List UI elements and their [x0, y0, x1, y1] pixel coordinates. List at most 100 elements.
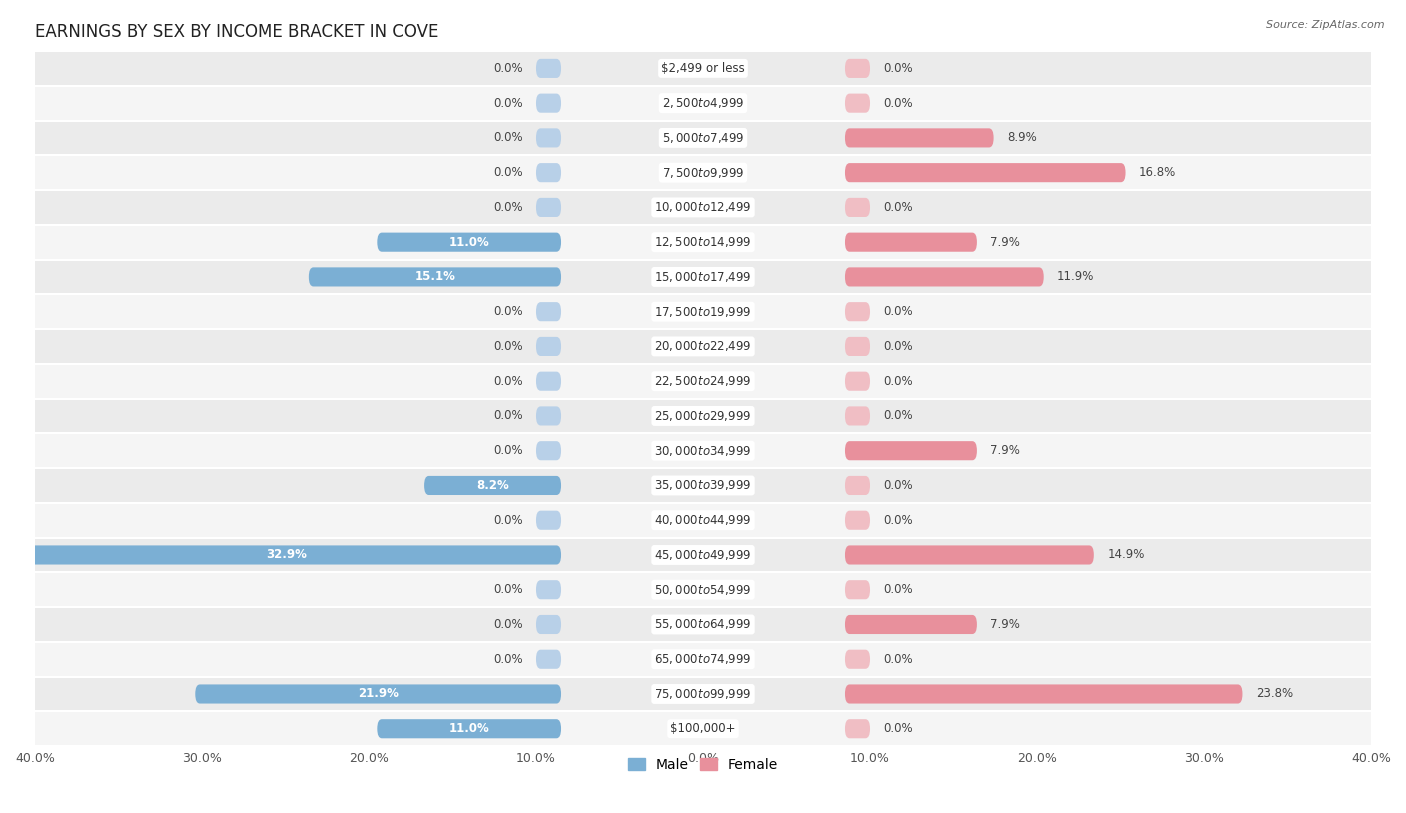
- Bar: [35, 120, 1371, 155]
- FancyBboxPatch shape: [845, 580, 870, 599]
- Text: $100,000+: $100,000+: [671, 722, 735, 735]
- FancyBboxPatch shape: [536, 615, 561, 634]
- FancyBboxPatch shape: [845, 650, 870, 669]
- Text: 0.0%: 0.0%: [494, 653, 523, 666]
- Text: 7.9%: 7.9%: [990, 236, 1021, 249]
- Text: $30,000 to $34,999: $30,000 to $34,999: [654, 444, 752, 458]
- FancyBboxPatch shape: [845, 685, 1243, 703]
- Text: $75,000 to $99,999: $75,000 to $99,999: [654, 687, 752, 701]
- Text: 7.9%: 7.9%: [990, 618, 1021, 631]
- Text: 0.0%: 0.0%: [883, 410, 912, 423]
- Bar: [35, 711, 1371, 746]
- Text: 0.0%: 0.0%: [494, 583, 523, 596]
- Text: $2,500 to $4,999: $2,500 to $4,999: [662, 96, 744, 110]
- FancyBboxPatch shape: [845, 476, 870, 495]
- Text: 0.0%: 0.0%: [883, 62, 912, 75]
- Text: $40,000 to $44,999: $40,000 to $44,999: [654, 513, 752, 527]
- Text: 0.0%: 0.0%: [494, 410, 523, 423]
- Bar: [35, 51, 1371, 86]
- Text: $50,000 to $54,999: $50,000 to $54,999: [654, 583, 752, 597]
- Bar: [35, 398, 1371, 433]
- Text: 0.0%: 0.0%: [883, 583, 912, 596]
- Text: 23.8%: 23.8%: [1256, 688, 1294, 701]
- Bar: [35, 294, 1371, 329]
- Text: 11.9%: 11.9%: [1057, 271, 1094, 284]
- Bar: [35, 86, 1371, 120]
- Bar: [35, 190, 1371, 225]
- Text: $7,500 to $9,999: $7,500 to $9,999: [662, 166, 744, 180]
- Text: $2,499 or less: $2,499 or less: [661, 62, 745, 75]
- Text: $22,500 to $24,999: $22,500 to $24,999: [654, 374, 752, 388]
- Text: 0.0%: 0.0%: [494, 132, 523, 145]
- FancyBboxPatch shape: [377, 233, 561, 252]
- Text: Source: ZipAtlas.com: Source: ZipAtlas.com: [1267, 20, 1385, 30]
- Text: 0.0%: 0.0%: [494, 375, 523, 388]
- Text: $65,000 to $74,999: $65,000 to $74,999: [654, 652, 752, 666]
- Bar: [35, 468, 1371, 502]
- Text: $5,000 to $7,499: $5,000 to $7,499: [662, 131, 744, 145]
- FancyBboxPatch shape: [536, 372, 561, 391]
- FancyBboxPatch shape: [11, 546, 561, 564]
- FancyBboxPatch shape: [536, 511, 561, 530]
- Bar: [35, 607, 1371, 641]
- Text: 0.0%: 0.0%: [494, 62, 523, 75]
- FancyBboxPatch shape: [845, 267, 1043, 286]
- Text: 0.0%: 0.0%: [494, 305, 523, 318]
- Text: 11.0%: 11.0%: [449, 722, 489, 735]
- Text: 0.0%: 0.0%: [494, 340, 523, 353]
- FancyBboxPatch shape: [536, 302, 561, 321]
- Text: EARNINGS BY SEX BY INCOME BRACKET IN COVE: EARNINGS BY SEX BY INCOME BRACKET IN COV…: [35, 23, 439, 41]
- Bar: [35, 641, 1371, 676]
- FancyBboxPatch shape: [536, 163, 561, 182]
- Bar: [35, 676, 1371, 711]
- Text: 21.9%: 21.9%: [357, 688, 398, 701]
- Bar: [35, 502, 1371, 537]
- FancyBboxPatch shape: [845, 59, 870, 78]
- Text: 8.9%: 8.9%: [1007, 132, 1036, 145]
- FancyBboxPatch shape: [536, 93, 561, 113]
- Bar: [35, 155, 1371, 190]
- FancyBboxPatch shape: [377, 720, 561, 738]
- FancyBboxPatch shape: [845, 233, 977, 252]
- Text: 0.0%: 0.0%: [883, 479, 912, 492]
- Text: 15.1%: 15.1%: [415, 271, 456, 284]
- Text: 0.0%: 0.0%: [494, 514, 523, 527]
- Text: 0.0%: 0.0%: [494, 97, 523, 110]
- FancyBboxPatch shape: [536, 128, 561, 147]
- Text: 0.0%: 0.0%: [494, 444, 523, 457]
- FancyBboxPatch shape: [536, 406, 561, 425]
- Text: 11.0%: 11.0%: [449, 236, 489, 249]
- Text: $45,000 to $49,999: $45,000 to $49,999: [654, 548, 752, 562]
- FancyBboxPatch shape: [845, 615, 977, 634]
- Text: 0.0%: 0.0%: [494, 201, 523, 214]
- Bar: [35, 363, 1371, 398]
- Text: $35,000 to $39,999: $35,000 to $39,999: [654, 479, 752, 493]
- Text: 0.0%: 0.0%: [494, 166, 523, 179]
- Bar: [35, 259, 1371, 294]
- Text: 0.0%: 0.0%: [883, 514, 912, 527]
- FancyBboxPatch shape: [425, 476, 561, 495]
- Text: $10,000 to $12,499: $10,000 to $12,499: [654, 201, 752, 215]
- Bar: [35, 433, 1371, 468]
- Bar: [35, 329, 1371, 363]
- FancyBboxPatch shape: [536, 441, 561, 460]
- Text: 14.9%: 14.9%: [1107, 549, 1144, 562]
- Bar: [35, 572, 1371, 607]
- FancyBboxPatch shape: [536, 650, 561, 669]
- FancyBboxPatch shape: [845, 546, 1094, 564]
- FancyBboxPatch shape: [845, 93, 870, 113]
- Text: $15,000 to $17,499: $15,000 to $17,499: [654, 270, 752, 284]
- Text: 0.0%: 0.0%: [883, 340, 912, 353]
- Text: 7.9%: 7.9%: [990, 444, 1021, 457]
- Text: 0.0%: 0.0%: [883, 653, 912, 666]
- FancyBboxPatch shape: [536, 198, 561, 217]
- Text: 0.0%: 0.0%: [494, 618, 523, 631]
- Text: 0.0%: 0.0%: [883, 722, 912, 735]
- FancyBboxPatch shape: [845, 372, 870, 391]
- FancyBboxPatch shape: [536, 580, 561, 599]
- FancyBboxPatch shape: [845, 406, 870, 425]
- FancyBboxPatch shape: [845, 128, 994, 147]
- Text: $55,000 to $64,999: $55,000 to $64,999: [654, 618, 752, 632]
- Text: 8.2%: 8.2%: [477, 479, 509, 492]
- Text: $20,000 to $22,499: $20,000 to $22,499: [654, 340, 752, 354]
